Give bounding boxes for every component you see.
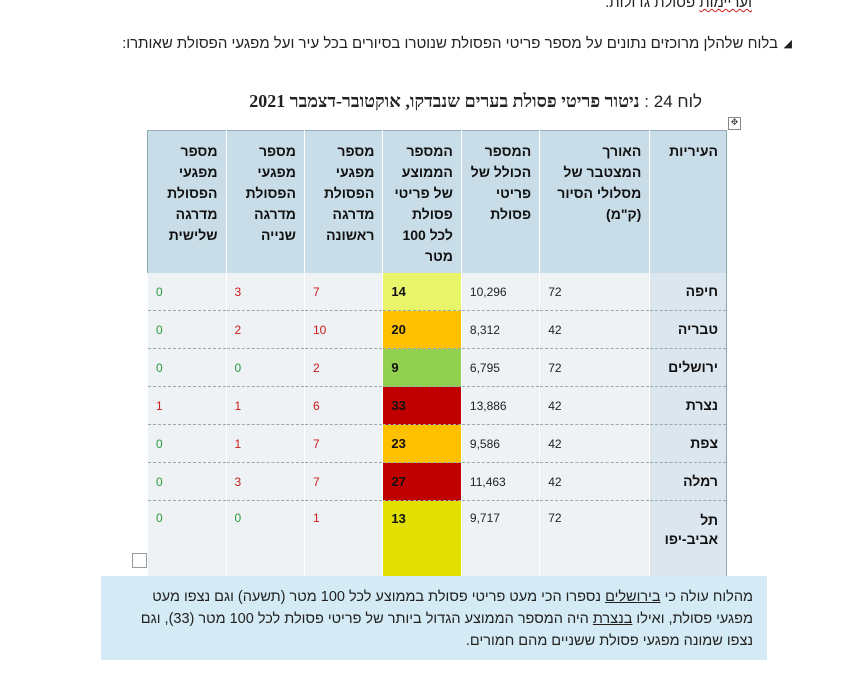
hazard-3-cell: 0: [147, 348, 226, 387]
caption-title: ניטור פריטי פסולת בערים שנבדקו, אוקטובר-…: [249, 91, 640, 111]
total-cell: 9,586: [460, 424, 540, 463]
table-row: רמלה 42 11,463 27 7 3 0: [147, 462, 727, 501]
note-part-2: נספרו הכי מעט פריטי פסולת בממוצע לכל 100…: [152, 589, 753, 627]
hazard-2-cell: 0: [225, 500, 305, 585]
length-cell: 42: [539, 462, 650, 501]
table-move-handle-icon[interactable]: ✥: [728, 117, 741, 130]
city-cell: ירושלים: [649, 348, 727, 387]
length-cell: 72: [539, 500, 650, 585]
header-average: המספר הממוצע של פריטי פסולת לכל 100 מטר: [382, 130, 462, 273]
average-cell: 13: [382, 500, 462, 585]
header-hazard-1: מספר מפגעי הפסולת מדרגה ראשונה: [303, 130, 383, 273]
city-cell: חיפה: [649, 273, 727, 311]
note-jerusalem-link: בירושלים: [605, 589, 661, 605]
total-cell: 13,886: [460, 386, 540, 425]
header-hazard-2: מספר מפגעי הפסולת מדרגה שנייה: [225, 130, 305, 273]
hazard-1-cell: 1: [303, 500, 383, 585]
header-length: האורך המצטבר של מסלולי הסיור (ק"מ): [539, 130, 650, 273]
hazard-2-cell: 3: [225, 462, 305, 501]
total-cell: 8,312: [460, 310, 540, 349]
hazard-2-cell: 1: [225, 386, 305, 425]
hazard-2-cell: 1: [225, 424, 305, 463]
total-cell: 9,717: [460, 500, 540, 585]
table-row: חיפה 72 10,296 14 7 3 0: [147, 273, 727, 311]
table-caption: לוח 24 : ניטור פריטי פסולת בערים שנבדקו,…: [249, 91, 702, 112]
city-cell: רמלה: [649, 462, 727, 501]
bullet-paragraph: ◢ בלוח שלהלן מרוכזים נתונים על מספר פריט…: [98, 33, 792, 54]
top-text-rest: פסולת גדולות.: [605, 0, 700, 11]
table-row: צפת 42 9,586 23 7 1 0: [147, 424, 727, 463]
hazard-1-cell: 2: [303, 348, 383, 387]
length-cell: 42: [539, 310, 650, 349]
hazard-1-cell: 7: [303, 273, 383, 311]
table-row: תל אביב-יפו 72 9,717 13 1 0 0: [147, 500, 727, 585]
hazard-2-cell: 2: [225, 310, 305, 349]
hazard-3-cell: 0: [147, 424, 226, 463]
hazard-3-cell: 0: [147, 273, 226, 311]
length-cell: 42: [539, 424, 650, 463]
average-cell: 23: [382, 424, 462, 463]
average-cell: 33: [382, 386, 462, 425]
caption-label: לוח 24 :: [644, 92, 702, 111]
average-cell: 14: [382, 273, 462, 311]
spellcheck-word: ועריימות: [699, 0, 752, 11]
table-resize-handle[interactable]: [132, 553, 147, 568]
note-part-1: מהלוח עולה כי: [660, 589, 753, 605]
hazard-3-cell: 0: [147, 500, 226, 585]
length-cell: 42: [539, 386, 650, 425]
hazard-3-cell: 0: [147, 310, 226, 349]
monitoring-table: העיריות האורך המצטבר של מסלולי הסיור (ק"…: [147, 130, 727, 585]
table-row: נצרת 42 13,886 33 6 1 1: [147, 386, 727, 425]
table-row: ירושלים 72 6,795 9 2 0 0: [147, 348, 727, 387]
hazard-1-cell: 7: [303, 424, 383, 463]
average-cell: 20: [382, 310, 462, 349]
bullet-text: בלוח שלהלן מרוכזים נתונים על מספר פריטי …: [122, 35, 778, 52]
hazard-2-cell: 0: [225, 348, 305, 387]
city-cell: נצרת: [649, 386, 727, 425]
city-cell: צפת: [649, 424, 727, 463]
hazard-2-cell: 3: [225, 273, 305, 311]
city-cell: תל אביב-יפו: [649, 500, 727, 585]
hazard-3-cell: 1: [147, 386, 226, 425]
note-nazareth-link: בנצרת: [592, 611, 633, 627]
total-cell: 6,795: [460, 348, 540, 387]
table-header-row: העיריות האורך המצטבר של מסלולי הסיור (ק"…: [147, 130, 727, 273]
total-cell: 10,296: [460, 273, 540, 311]
hazard-1-cell: 6: [303, 386, 383, 425]
header-hazard-3: מספר מפגעי הפסולת מדרגה שלישית: [147, 130, 226, 273]
average-cell: 27: [382, 462, 462, 501]
table-row: טבריה 42 8,312 20 10 2 0: [147, 310, 727, 349]
city-cell: טבריה: [649, 310, 727, 349]
bullet-triangle-icon: ◢: [783, 38, 792, 50]
total-cell: 11,463: [460, 462, 540, 501]
summary-note: מהלוח עולה כי בירושלים נספרו הכי מעט פרי…: [101, 576, 767, 660]
header-city: העיריות: [649, 130, 727, 273]
note-part-3: היה המספר הממוצע הגדול ביותר של פריטי פס…: [140, 611, 753, 649]
average-cell: 9: [382, 348, 462, 387]
hazard-1-cell: 7: [303, 462, 383, 501]
header-total: המספר הכולל של פריטי פסולת: [460, 130, 540, 273]
hazard-1-cell: 10: [303, 310, 383, 349]
hazard-3-cell: 0: [147, 462, 226, 501]
length-cell: 72: [539, 348, 650, 387]
top-text-line: ועריימות פסולת גדולות.: [605, 0, 752, 11]
length-cell: 72: [539, 273, 650, 311]
